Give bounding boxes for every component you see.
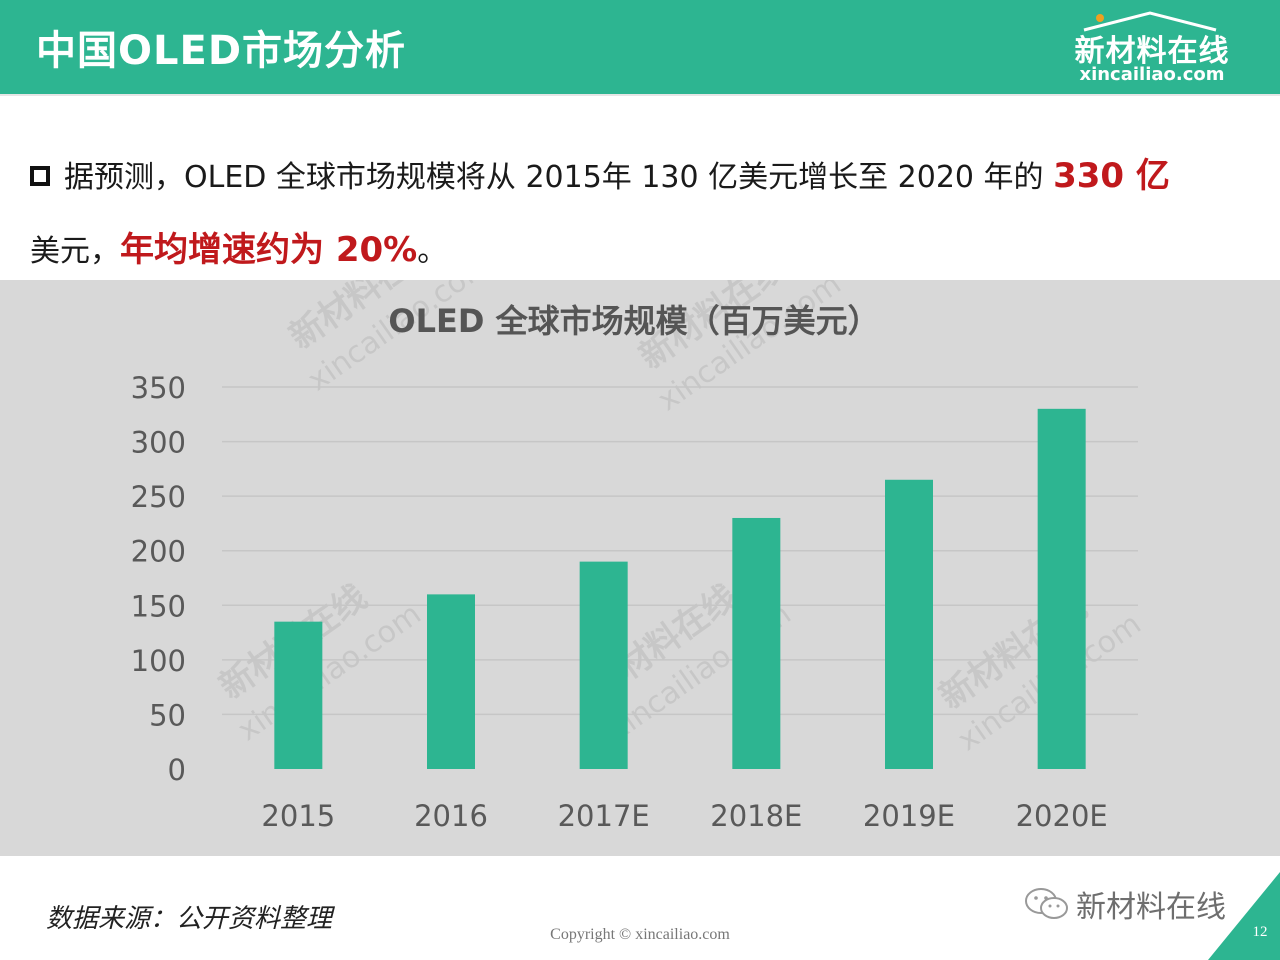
page-title: 中国OLED市场分析 <box>36 28 407 74</box>
square-bullet-icon <box>30 165 50 186</box>
bullet-line2-end: 。 <box>417 234 448 269</box>
header-bar: 中国OLED市场分析 新材料在线 xincailiao.com <box>0 0 1280 96</box>
brand-logo: 新材料在线 xincailiao.com <box>1072 10 1232 90</box>
bullet-line2: 美元， <box>30 234 120 269</box>
x-tick-label: 2016 <box>414 799 488 833</box>
y-tick-label: 250 <box>131 480 186 514</box>
bar-2015 <box>274 621 323 769</box>
x-tick-label: 2018E <box>710 799 802 833</box>
forecast-bullet: 据预测，OLED 全球市场规模将从 2015年 130 亿美元增长至 2020 … <box>30 140 1250 288</box>
wechat-icon <box>1025 888 1068 919</box>
chart-panel: 新材料在线xincailiao.com新材料在线xincailiao.com新材… <box>0 280 1280 856</box>
bullet-line1: 据预测，OLED 全球市场规模将从 2015年 130 亿美元增长至 2020 … <box>64 160 1054 195</box>
chart-title: OLED 全球市场规模（百万美元） <box>388 302 879 340</box>
logo-url: xincailiao.com <box>1079 64 1225 85</box>
y-tick-label: 50 <box>149 698 186 732</box>
bar-2017E <box>579 561 628 769</box>
roof-icon <box>1083 11 1217 32</box>
bullet-highlight-growth: 年均增速约为 20% <box>120 230 418 270</box>
wechat-account: 新材料在线 <box>1024 884 1226 925</box>
y-tick-label: 100 <box>131 644 186 678</box>
corner-decoration <box>1208 872 1280 960</box>
bar-2020E <box>1037 408 1086 769</box>
y-tick-label: 150 <box>131 589 186 623</box>
y-tick-label: 0 <box>168 753 186 787</box>
x-tick-label: 2017E <box>558 799 650 833</box>
y-tick-label: 300 <box>131 426 186 460</box>
bar-2018E <box>732 517 781 769</box>
bar-2019E <box>885 479 933 769</box>
y-tick-label: 350 <box>131 371 186 405</box>
data-source: 数据来源：公开资料整理 <box>46 904 333 934</box>
bar-chart: 新材料在线xincailiao.com新材料在线xincailiao.com新材… <box>131 280 1148 833</box>
x-tick-label: 2019E <box>863 799 955 833</box>
bar-2016 <box>427 594 475 769</box>
x-tick-label: 2020E <box>1016 799 1108 833</box>
wechat-name: 新材料在线 <box>1076 890 1226 925</box>
x-tick-label: 2015 <box>261 799 335 833</box>
y-tick-label: 200 <box>131 535 186 569</box>
bullet-highlight-330: 330 亿 <box>1053 156 1170 196</box>
page-number: 12 <box>1252 924 1268 940</box>
copyright: Copyright © xincailiao.com <box>550 926 730 943</box>
logo-name: 新材料在线 <box>1074 34 1230 69</box>
